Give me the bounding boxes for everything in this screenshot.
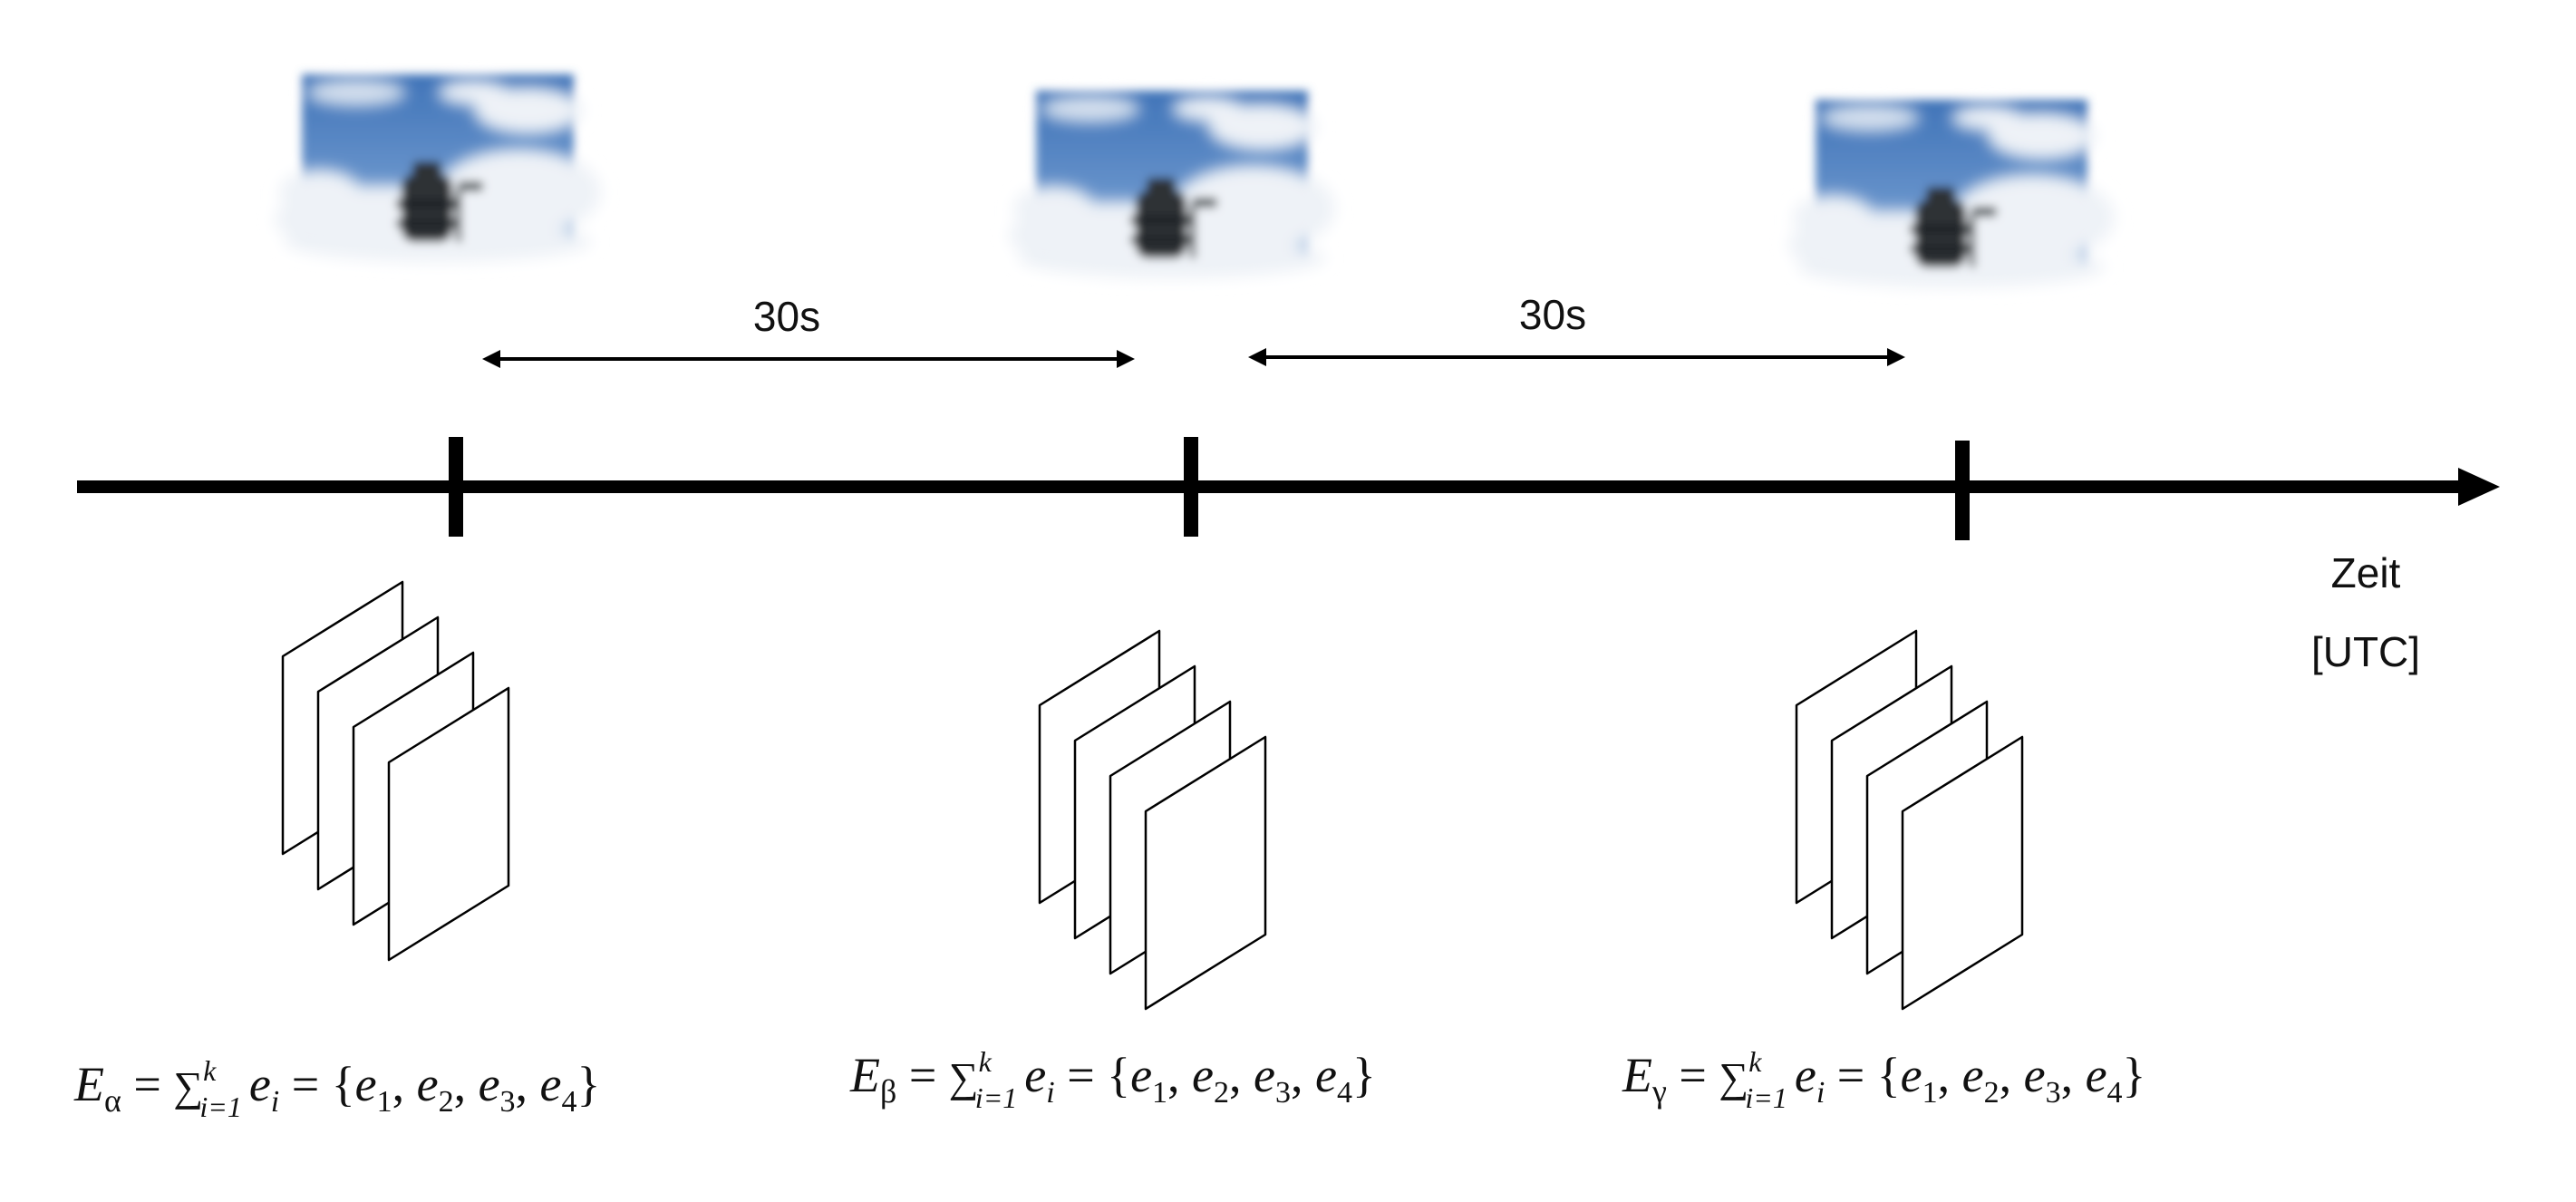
sky-photo-2 <box>1009 91 1335 278</box>
formula-beta: Eβ = ∑k i=1 ei = {e1, e2, e3, e4} <box>849 1045 1376 1114</box>
axis-label-unit: [UTC] <box>2311 628 2420 675</box>
time-axis <box>77 468 2500 506</box>
interval-arrow-2 <box>1248 348 1905 366</box>
formula-alpha: Eα = ∑k i=1 ei = {e1, e2, e3, e4} <box>73 1054 600 1123</box>
sky-photo-3 <box>1788 100 2115 287</box>
sky-photo-1 <box>275 74 601 262</box>
interval-label-1: 30s <box>753 293 820 340</box>
time-tick-2 <box>1184 437 1198 537</box>
frame <box>1901 735 2024 1011</box>
time-tick-3 <box>1955 441 1970 540</box>
interval-label-2: 30s <box>1519 291 1586 338</box>
frame-stack-2 <box>1038 629 1267 1011</box>
interval-arrow-1 <box>482 350 1135 368</box>
axis-label-zeit: Zeit <box>2331 549 2401 596</box>
frame-stack-1 <box>281 580 510 962</box>
frame <box>1144 735 1267 1011</box>
formula-gamma: Eγ = ∑k i=1 ei = {e1, e2, e3, e4} <box>1622 1045 2145 1114</box>
time-tick-1 <box>449 437 463 537</box>
frame <box>387 686 510 962</box>
frame-stack-3 <box>1795 629 2024 1011</box>
